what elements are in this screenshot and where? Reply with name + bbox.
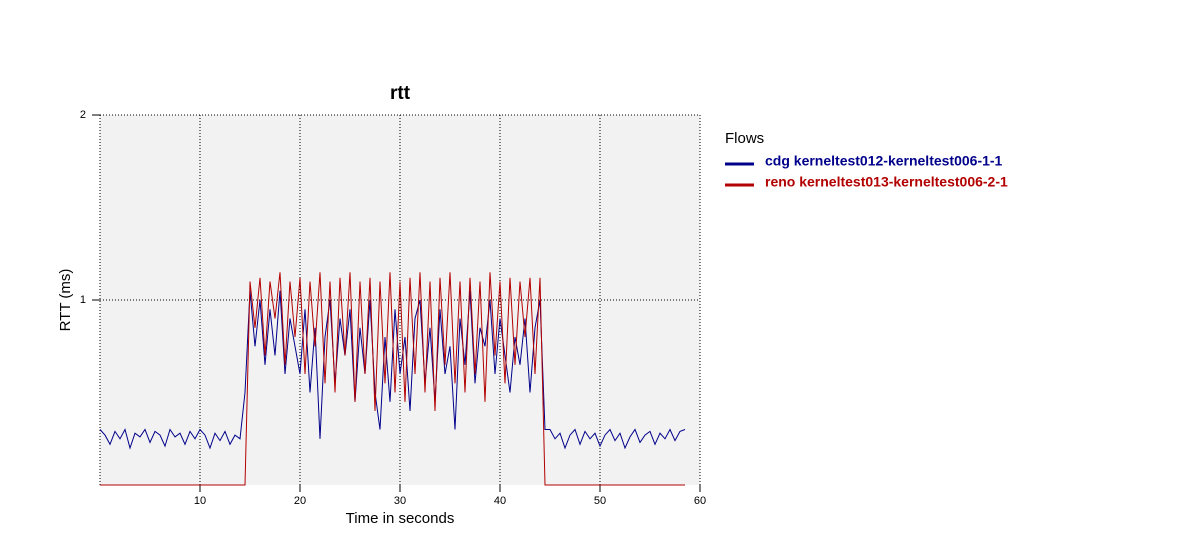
x-tick-label: 40: [494, 495, 506, 507]
y-tick-label: 2: [80, 109, 86, 121]
y-axis-label: RTT (ms): [57, 269, 74, 332]
x-tick-label: 30: [394, 495, 406, 507]
x-tick-label: 20: [294, 495, 306, 507]
y-tick-label: 1: [80, 294, 86, 306]
chart-title: rtt: [390, 83, 411, 104]
x-tick-label: 60: [694, 495, 706, 507]
legend-title: Flows: [725, 130, 764, 147]
x-tick-label: 50: [594, 495, 606, 507]
legend-label: cdg kerneltest012-kerneltest006-1-1: [765, 153, 1003, 169]
series-line: [99, 290, 686, 450]
legend-label: reno kerneltest013-kerneltest006-2-1: [765, 174, 1008, 190]
x-axis-label: Time in seconds: [346, 510, 455, 527]
x-tick-label: 10: [194, 495, 206, 507]
series-line: [100, 272, 685, 486]
